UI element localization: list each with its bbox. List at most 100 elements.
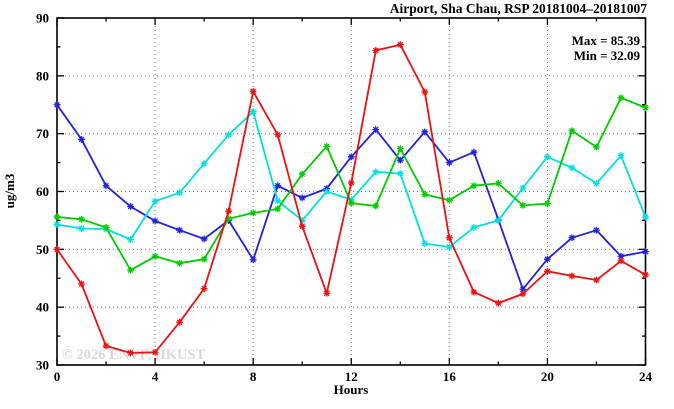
green-series-marker	[127, 266, 134, 274]
green-series-marker	[372, 202, 380, 210]
blue-series-marker	[274, 182, 282, 190]
y-tick-label: 30	[36, 358, 49, 373]
cyan-series-marker	[151, 197, 159, 205]
cyan-series-marker	[347, 196, 355, 203]
red-series-marker	[421, 88, 429, 96]
red-series-marker	[544, 267, 551, 275]
blue-series-marker	[470, 148, 478, 156]
red-series-marker	[617, 257, 625, 265]
blue-series-marker	[445, 159, 453, 166]
green-series-marker	[298, 170, 306, 178]
blue-series-marker	[249, 256, 257, 264]
red-series-marker	[102, 342, 110, 350]
y-tick-label: 60	[36, 184, 49, 199]
green-series-marker	[544, 200, 551, 208]
blue-series-marker	[151, 217, 159, 225]
green-series-marker	[593, 143, 600, 151]
cyan-series-marker	[274, 197, 282, 205]
cyan-series-marker	[127, 236, 134, 243]
green-series-marker	[249, 209, 257, 217]
blue-series-marker	[568, 234, 576, 242]
x-tick-label: 12	[345, 369, 358, 384]
blue-series-marker	[102, 182, 110, 190]
green-series-marker	[323, 142, 331, 150]
cyan-series-marker	[494, 217, 502, 224]
blue-series-marker	[617, 252, 625, 260]
cyan-series-marker	[225, 131, 233, 139]
green-series-marker	[568, 127, 576, 135]
blue-series-marker	[519, 285, 527, 293]
green-series-marker	[151, 252, 159, 260]
cyan-series-marker	[593, 180, 600, 187]
blue-series-marker	[298, 194, 306, 202]
red-series-marker	[568, 272, 576, 280]
cyan-series-marker	[568, 164, 576, 172]
blue-series-marker	[176, 226, 184, 234]
x-tick-label: 16	[443, 369, 457, 384]
cyan-series-marker	[421, 240, 429, 247]
green-series-marker	[421, 190, 429, 198]
blue-series-marker	[544, 255, 551, 263]
red-series-marker	[323, 289, 331, 297]
blue-series-marker	[372, 126, 380, 134]
max-value-label: Max = 85.39	[572, 33, 641, 48]
blue-series-marker	[396, 156, 404, 164]
green-series-marker	[396, 145, 404, 153]
x-tick-label: 24	[639, 369, 653, 384]
cyan-series-marker	[200, 160, 208, 168]
red-series-marker	[274, 131, 282, 139]
red-series-marker	[53, 245, 61, 253]
x-tick-label: 8	[250, 369, 257, 384]
red-series-marker	[298, 222, 306, 230]
red-series-marker	[176, 318, 184, 326]
green-series-marker	[470, 182, 478, 190]
green-series-marker	[200, 255, 208, 263]
red-series-marker	[642, 271, 649, 279]
red-series-marker	[249, 88, 257, 95]
cyan-series-marker	[445, 243, 453, 251]
red-series-marker	[225, 207, 233, 215]
y-tick-label: 70	[36, 126, 49, 141]
x-tick-label: 4	[152, 369, 159, 384]
blue-series-marker	[127, 203, 134, 210]
blue-series-marker	[53, 101, 61, 109]
green-series-marker	[617, 94, 625, 102]
x-tick-label: 20	[541, 369, 554, 384]
cyan-series-marker	[642, 213, 649, 221]
red-series-marker	[470, 288, 478, 296]
y-axis-label: ug/m3	[2, 173, 17, 208]
red-series-marker	[593, 276, 600, 284]
red-series-marker	[127, 349, 134, 357]
cyan-series-marker	[617, 152, 625, 160]
y-tick-label: 50	[36, 242, 49, 257]
red-series-marker	[200, 285, 208, 293]
cyan-series-marker	[298, 217, 306, 224]
cyan-series-marker	[519, 184, 527, 192]
green-series-marker	[176, 259, 184, 267]
cyan-series-marker	[544, 153, 551, 161]
red-series-marker	[396, 41, 404, 49]
green-series-marker	[53, 213, 61, 221]
green-series-marker	[274, 205, 282, 213]
cyan-series-marker	[323, 188, 331, 195]
cyan-series-marker	[78, 225, 85, 232]
chart-title: Airport, Sha Chau, RSP 20181004–20181007	[390, 1, 648, 16]
y-tick-label: 90	[36, 11, 49, 26]
cyan-series-marker	[176, 189, 184, 197]
blue-series-marker	[200, 235, 208, 243]
green-series-marker	[642, 104, 649, 112]
x-tick-label: 0	[54, 369, 61, 384]
green-series-marker	[102, 223, 110, 231]
green-series-marker	[78, 215, 85, 223]
green-series-marker	[225, 215, 233, 223]
red-series-marker	[372, 46, 380, 54]
red-series-marker	[519, 290, 527, 298]
red-series-marker	[78, 280, 85, 288]
red-series-marker	[347, 179, 355, 187]
red-series-marker	[151, 348, 159, 356]
cyan-series-marker	[372, 168, 380, 176]
plot-area: 0 4 8 12 16 20 24 30 40 50 60 70 80 90	[36, 11, 653, 385]
watermark: © 2026 ENVF, HKUST	[62, 347, 206, 363]
